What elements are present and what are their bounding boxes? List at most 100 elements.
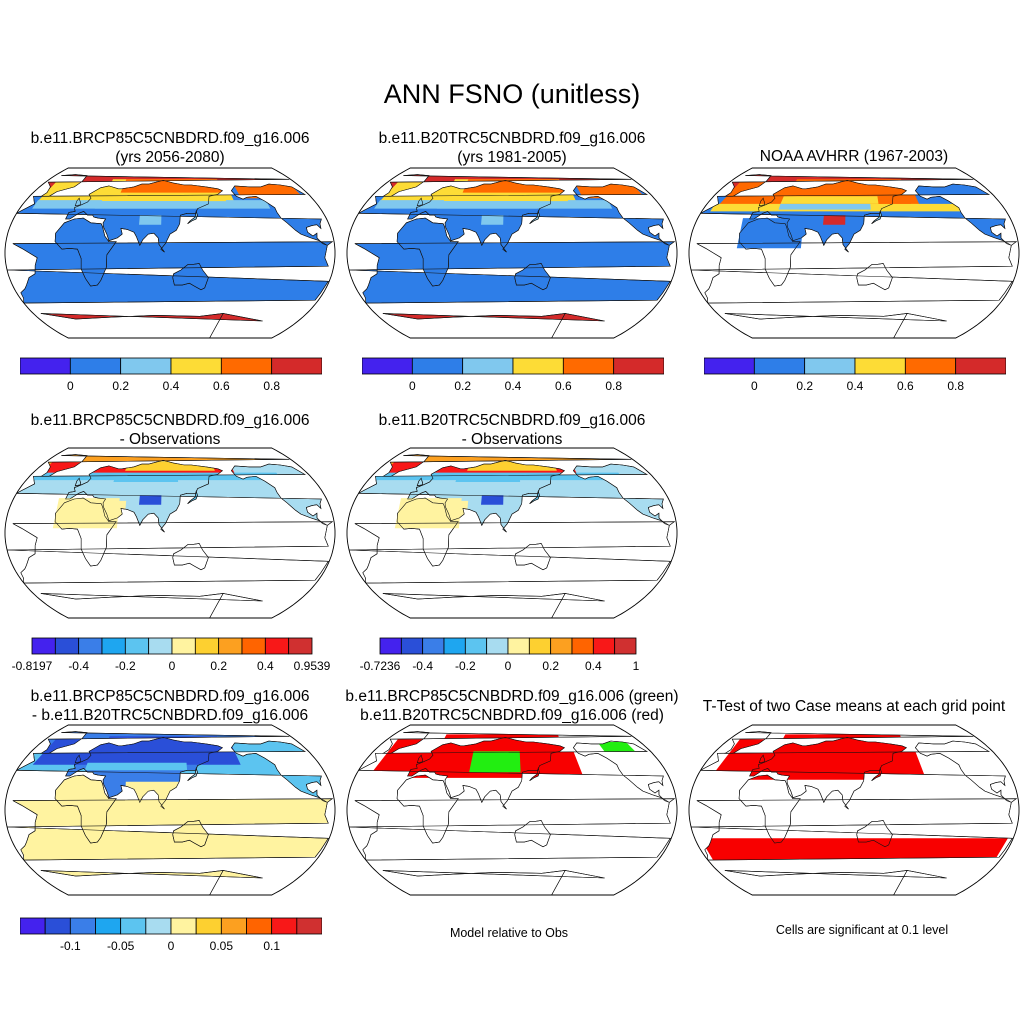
coastline bbox=[15, 183, 328, 246]
colorbar-swatch bbox=[54, 637, 80, 655]
land-southAmerica bbox=[349, 241, 676, 304]
coastline bbox=[529, 490, 540, 504]
colorbar-tick-label: -0.2 bbox=[115, 659, 136, 673]
colorbar-swatch bbox=[379, 637, 402, 655]
coastline bbox=[187, 210, 198, 224]
shading-band bbox=[56, 500, 127, 518]
coastline bbox=[407, 459, 565, 533]
colorbar-tick-label: 0.2 bbox=[112, 379, 129, 393]
coastline bbox=[514, 820, 551, 848]
colorbar-swatch bbox=[955, 357, 1006, 375]
panel-1-title-line1: b.e11.BRCP85C5CNBDRD.f09_g16.006 bbox=[30, 130, 310, 147]
colorbar-swatch bbox=[120, 357, 172, 375]
panel-5-title: b.e11.B20TRC5CNBDRD.f09_g16.006 - Observ… bbox=[352, 411, 672, 449]
colorbar-swatch bbox=[422, 637, 445, 655]
panel-7-title-line2: b.e11.B20TRC5CNBDRD.f09_g16.006 (red) bbox=[360, 707, 664, 724]
colorbar-swatch bbox=[101, 637, 126, 655]
colorbar-tick-label: 0 bbox=[409, 379, 416, 393]
land-southAmerica bbox=[691, 241, 1018, 304]
map-border bbox=[4, 447, 336, 619]
coastline bbox=[357, 183, 670, 246]
coastline bbox=[74, 754, 82, 764]
shading-band bbox=[469, 751, 521, 773]
coastline bbox=[54, 217, 117, 287]
colorbar-swatch bbox=[443, 637, 466, 655]
coastline bbox=[74, 197, 82, 207]
land-southAmerica bbox=[349, 798, 676, 861]
coastline bbox=[382, 174, 632, 197]
panel-5-title-line2: - Observations bbox=[461, 431, 563, 448]
colorbar-swatch bbox=[512, 357, 564, 375]
coastline bbox=[724, 313, 947, 338]
colorbar-swatch bbox=[220, 357, 273, 375]
coastline bbox=[172, 820, 209, 848]
coastline bbox=[15, 463, 328, 526]
coastline bbox=[187, 767, 198, 781]
colorbar-tick-label: 0 bbox=[505, 659, 512, 673]
colorbar-tick-label: 0 bbox=[169, 659, 176, 673]
coastline bbox=[40, 174, 290, 197]
shading-band bbox=[139, 495, 162, 505]
coastline bbox=[407, 179, 565, 253]
coastline bbox=[382, 593, 605, 618]
land-southAmerica bbox=[349, 521, 676, 584]
colorbar-swatch bbox=[271, 357, 322, 375]
coastline bbox=[7, 241, 334, 304]
colorbar-swatch bbox=[571, 637, 594, 655]
panel-6-colorbar: -0.1 -0.05 0 0.05 0.1 bbox=[20, 917, 322, 953]
colorbar-swatch bbox=[613, 357, 664, 375]
map-border bbox=[346, 724, 678, 896]
shading-band bbox=[125, 461, 215, 471]
colorbar-tick-label: 0.2 bbox=[210, 659, 227, 673]
colorbar-swatch bbox=[170, 357, 222, 375]
map-border bbox=[4, 167, 336, 339]
colorbar-tick-label: 0.4 bbox=[585, 659, 602, 673]
coastline bbox=[396, 774, 459, 844]
coastline bbox=[749, 179, 907, 253]
coastline bbox=[856, 263, 893, 291]
shading-band bbox=[762, 734, 915, 776]
coastline bbox=[724, 731, 974, 754]
shading-band bbox=[574, 182, 647, 199]
colorbar-swatch bbox=[20, 917, 46, 935]
coastline bbox=[416, 477, 424, 487]
coastline bbox=[529, 210, 540, 224]
shading-band bbox=[139, 215, 162, 225]
map-border bbox=[688, 167, 1020, 339]
shading-band bbox=[780, 196, 879, 204]
shading-band bbox=[436, 201, 538, 209]
map-border bbox=[346, 447, 678, 619]
coastline bbox=[416, 754, 424, 764]
colorbar-swatch bbox=[148, 637, 173, 655]
coastline bbox=[349, 798, 676, 861]
panel-4-map bbox=[4, 447, 336, 619]
colorbar-swatch bbox=[264, 637, 290, 655]
coastline bbox=[396, 217, 459, 287]
colorbar-swatch bbox=[78, 637, 103, 655]
panel-4-title-line2: - Observations bbox=[119, 431, 221, 448]
coastline bbox=[40, 313, 263, 338]
coastline bbox=[172, 263, 209, 291]
coastline bbox=[382, 313, 605, 338]
shading-band bbox=[481, 495, 504, 505]
colorbar-tick-label: -0.4 bbox=[68, 659, 89, 673]
colorbar-swatch bbox=[145, 917, 172, 935]
colorbar-tick-label: 0.1 bbox=[263, 939, 280, 953]
colorbar-swatch bbox=[170, 917, 197, 935]
land-southAmerica bbox=[7, 521, 334, 584]
colorbar-tick-label: 0.05 bbox=[210, 939, 234, 953]
coastline bbox=[871, 210, 882, 224]
coastline bbox=[54, 497, 117, 567]
colorbar-tick-label: -0.2 bbox=[455, 659, 476, 673]
shading-band bbox=[94, 201, 196, 209]
colorbar-tick-label: -0.4 bbox=[412, 659, 433, 673]
colorbar-swatch bbox=[124, 637, 150, 655]
panel-2-title: b.e11.B20TRC5CNBDRD.f09_g16.006 (yrs 198… bbox=[352, 129, 672, 167]
colorbar-swatch bbox=[704, 357, 755, 375]
colorbar-swatch bbox=[246, 917, 273, 935]
coastline bbox=[349, 521, 676, 584]
colorbar-swatch bbox=[241, 637, 266, 655]
coastline bbox=[7, 798, 334, 861]
shading-band bbox=[232, 182, 305, 199]
shading-band bbox=[597, 742, 636, 752]
